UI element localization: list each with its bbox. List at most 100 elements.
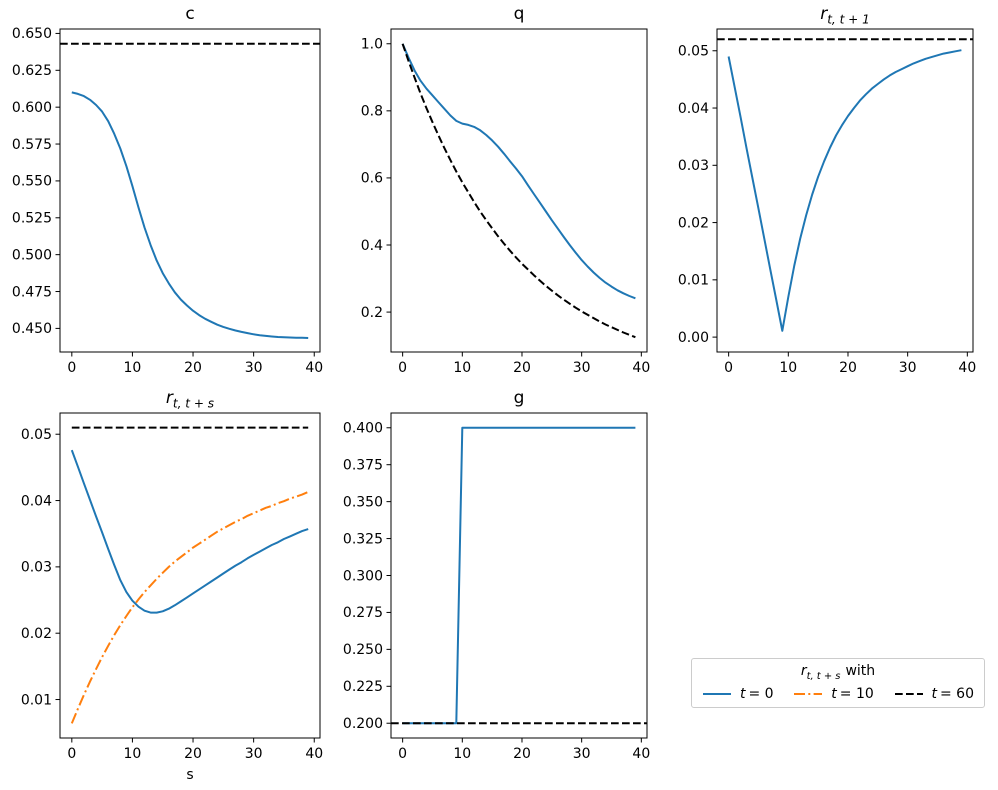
y-tick-label: 0.02 xyxy=(678,215,709,231)
y-tick-label: 0.04 xyxy=(678,101,709,117)
axes-frame xyxy=(59,412,321,739)
y-tick-label: 0.200 xyxy=(343,716,383,732)
y-tick-label: 0.4 xyxy=(361,238,383,254)
x-tick-label: 10 xyxy=(124,746,142,762)
x-tick-label: 30 xyxy=(899,360,917,376)
plot-r-t-t1-title-subscript: t, t + 1 xyxy=(827,12,870,26)
y-tick-label: 0.525 xyxy=(12,211,52,227)
legend-sample-line-dashdot-icon xyxy=(794,692,823,695)
y-tick-label: 0.600 xyxy=(12,100,52,116)
legend-items: t = 0 t = 10 t = 60 xyxy=(692,682,984,705)
x-tick-label: 40 xyxy=(305,360,323,376)
legend-label-t60-var: t xyxy=(931,685,938,702)
legend-sample-line-solid-icon xyxy=(703,692,731,695)
x-tick-label: 0 xyxy=(67,360,76,376)
y-tick-label: 0.650 xyxy=(12,26,52,42)
x-tick-label: 10 xyxy=(453,360,471,376)
x-tick-label: 20 xyxy=(839,360,857,376)
y-tick-label: 0.6 xyxy=(361,171,383,187)
y-tick-label: 0.550 xyxy=(12,174,52,190)
y-tick-label: 0.275 xyxy=(343,605,383,621)
series-t-10 xyxy=(70,490,309,724)
y-tick-label: 0.03 xyxy=(678,158,709,174)
legend-label-t10-value: = 10 xyxy=(839,685,874,702)
legend-title-base: r xyxy=(800,663,807,679)
plot-r-t-ts-title-subscript: t, t + s xyxy=(173,396,214,410)
x-tick-label: 40 xyxy=(632,360,650,376)
plot-r-t-ts-title: rt, t + s xyxy=(60,387,320,410)
legend-title-suffix: with xyxy=(845,663,876,679)
x-tick-label: 0 xyxy=(398,360,407,376)
x-tick-label: 40 xyxy=(958,360,976,376)
y-tick-label: 0.8 xyxy=(361,104,383,120)
y-tick-label: 0.04 xyxy=(21,493,52,509)
y-tick-label: 0.05 xyxy=(678,44,709,60)
x-tick-label: 30 xyxy=(245,360,263,376)
x-tick-label: 10 xyxy=(124,360,142,376)
y-tick-label: 0.325 xyxy=(343,531,383,547)
x-tick-label: 10 xyxy=(779,360,797,376)
y-tick-label: 0.00 xyxy=(678,330,709,346)
x-tick-label: 20 xyxy=(513,746,531,762)
y-tick-label: 1.0 xyxy=(361,37,383,53)
y-tick-label: 0.450 xyxy=(12,321,52,337)
plot-r-t-ts-title-base: r xyxy=(165,388,173,408)
series-g xyxy=(402,426,636,725)
x-axis-label: s xyxy=(186,767,193,783)
plot-r-t-t1-title-subscript-text: t, t + 1 xyxy=(827,12,870,27)
legend-item-t0: t = 0 xyxy=(702,686,774,702)
x-tick-label: 30 xyxy=(245,746,263,762)
y-tick-label: 0.300 xyxy=(343,568,383,584)
legend-label-t60: t = 60 xyxy=(932,686,975,702)
x-tick-label: 0 xyxy=(67,746,76,762)
y-tick-label: 0.350 xyxy=(343,494,383,510)
x-tick-label: 10 xyxy=(453,746,471,762)
legend-title: rt, t + s with xyxy=(692,661,984,682)
legend-title-subscript-text: t, t + s xyxy=(806,670,841,682)
legend-label-t0-var: t xyxy=(740,685,746,702)
plot-q-title: q xyxy=(513,4,525,24)
plot-r-t-ts-title-subscript-text: t, t + s xyxy=(172,396,215,411)
series-t-0 xyxy=(70,449,309,614)
y-tick-label: 0.01 xyxy=(21,692,52,708)
x-tick-label: 30 xyxy=(573,746,591,762)
plot-r-t-t1-title-base: r xyxy=(820,4,828,24)
series-one-period-rate xyxy=(727,49,962,332)
y-tick-label: 0.03 xyxy=(21,560,52,576)
legend-label-t10: t = 10 xyxy=(831,686,874,702)
y-tick-label: 0.400 xyxy=(343,421,383,437)
x-tick-label: 20 xyxy=(184,746,202,762)
y-tick-label: 0.2 xyxy=(361,305,383,321)
y-tick-label: 0.375 xyxy=(343,458,383,474)
legend-item-t10: t = 10 xyxy=(793,686,874,702)
plot-r-t-t1-title: rt, t + 1 xyxy=(717,3,973,26)
x-tick-label: 0 xyxy=(398,746,407,762)
y-tick-label: 0.500 xyxy=(12,247,52,263)
y-tick-label: 0.05 xyxy=(21,427,52,443)
x-tick-label: 20 xyxy=(513,360,531,376)
x-tick-label: 40 xyxy=(305,746,323,762)
y-tick-label: 0.01 xyxy=(678,273,709,289)
axes-frame xyxy=(390,28,648,353)
legend-label-t60-value: = 60 xyxy=(940,685,974,702)
axes-frame xyxy=(716,28,974,353)
x-tick-label: 0 xyxy=(724,360,733,376)
series-q xyxy=(401,43,636,300)
plot-c-title: c xyxy=(185,4,195,24)
y-tick-label: 0.250 xyxy=(343,642,383,658)
legend-label-t0: t = 0 xyxy=(740,686,774,702)
legend-label-t10-var: t xyxy=(831,685,837,702)
x-tick-label: 30 xyxy=(573,360,591,376)
legend-sample-line-dashed-icon xyxy=(894,692,923,695)
series-c xyxy=(71,91,309,339)
series-steady-state-path xyxy=(401,43,636,339)
legend-title-subscript: t, t + s xyxy=(807,671,841,682)
plot-g-title: g xyxy=(513,388,525,408)
y-tick-label: 0.625 xyxy=(12,63,52,79)
x-tick-label: 40 xyxy=(632,746,650,762)
